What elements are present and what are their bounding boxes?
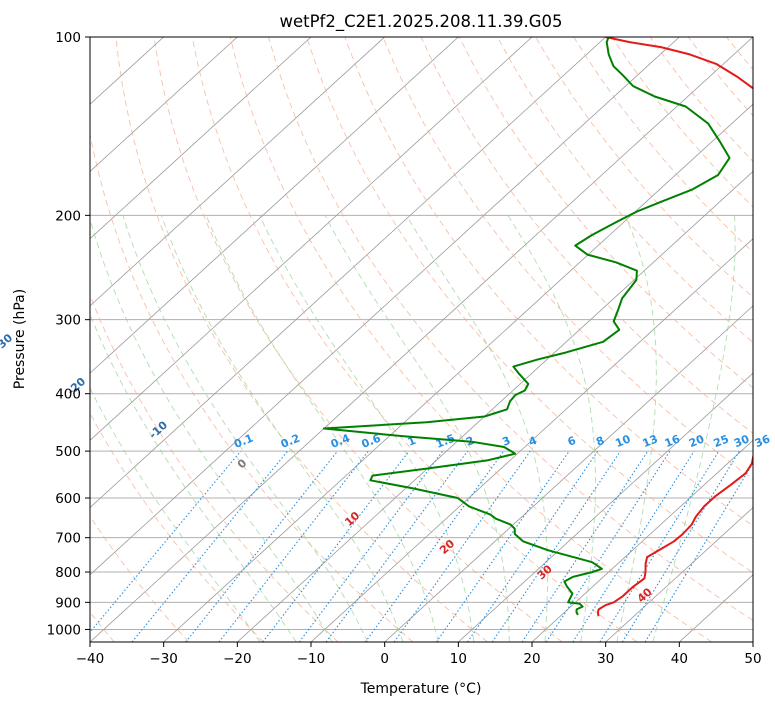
isotherm-line	[458, 372, 753, 642]
axis-ticks: −40 −30 −20 −10 0 10 20 30 40 50 100 200 300 400 500 60…	[47, 30, 762, 667]
isotherm-line	[90, 37, 680, 576]
dry-adiabat-line	[344, 37, 753, 527]
mixing-ratio-line	[599, 450, 720, 642]
mixing-ratio-line	[131, 450, 289, 642]
dry-adiabat-line	[497, 37, 753, 344]
mixing-ratio-label: 1	[406, 434, 418, 449]
moist-adiabat-line	[259, 215, 475, 642]
y-tick-label: 300	[55, 313, 81, 329]
isotherm-line	[752, 641, 753, 642]
mixing-ratio-line	[364, 450, 505, 642]
x-axis-title: Temperature (°C)	[360, 681, 482, 697]
mixing-ratio-label: 10	[613, 432, 632, 450]
dry-adiabat-line	[268, 37, 753, 621]
mixing-ratio-line	[491, 450, 621, 642]
profile-lines	[322, 37, 753, 617]
moist-adiabat-line	[90, 387, 261, 642]
moist-adiabat-line	[405, 215, 549, 642]
y-tick-label: 800	[55, 565, 81, 581]
y-tick-label: 900	[55, 595, 81, 611]
y-tick-label: 700	[55, 531, 81, 547]
mixing-ratio-label: 3	[500, 434, 512, 449]
isotherm-line	[90, 37, 459, 374]
isotherm-line	[237, 170, 753, 642]
x-tick-label: −30	[149, 651, 178, 667]
isotherm-line	[90, 37, 385, 307]
mixing-ratio-label: 20	[687, 432, 706, 450]
mixing-ratio-label: 13	[641, 432, 660, 450]
mixing-ratio-line	[621, 450, 740, 642]
mixing-ratio-line	[435, 450, 570, 642]
moist-adiabat-line	[90, 217, 333, 642]
isotherm-line	[90, 37, 312, 240]
moist-adiabat-line	[122, 215, 369, 642]
x-tick-label: 50	[744, 651, 761, 667]
dry-adiabat-line	[115, 37, 488, 642]
mixing-ratio-label: 30	[732, 432, 751, 450]
mixing-ratio-line	[545, 450, 671, 642]
moist-adiabat-line	[205, 215, 439, 642]
dry-adiabat-line	[535, 37, 753, 298]
plot-frame	[89, 36, 754, 643]
mixing-ratio-label: 8	[594, 434, 606, 449]
isotherm-line	[384, 305, 753, 642]
temperature-profile-line	[596, 37, 753, 617]
dry-adiabat-line	[191, 37, 638, 642]
x-tick-label: −40	[76, 651, 105, 667]
y-tick-label: 1000	[47, 622, 81, 638]
isotherm-line	[90, 37, 606, 509]
moist-adiabat-line	[160, 215, 404, 642]
x-tick-label: 20	[523, 651, 540, 667]
isotherm-line	[531, 439, 753, 642]
mixing-ratio-line	[298, 450, 444, 642]
dry-adiabat-line	[229, 37, 712, 642]
isotherm-line	[605, 507, 753, 642]
dry-adiabat-line	[90, 515, 190, 642]
y-tick-label: 400	[55, 387, 81, 403]
background-lines	[90, 37, 775, 642]
y-tick-label: 200	[55, 208, 81, 224]
mixing-ratio-line	[572, 450, 695, 642]
mixing-ratio-line	[90, 450, 242, 634]
chart-title: wetPf2_C2E1.2025.208.11.39.G05	[279, 12, 562, 32]
isotherm-line	[90, 37, 238, 172]
isotherm-line	[90, 37, 753, 642]
dewpoint-profile-line	[322, 37, 731, 616]
isotherm-line	[163, 103, 753, 642]
x-tick-label: −20	[223, 651, 252, 667]
mixing-ratio-label: 16	[663, 432, 682, 450]
mixing-ratio-label: 36	[753, 432, 772, 450]
x-tick-label: 10	[450, 651, 467, 667]
y-tick-label: 600	[55, 491, 81, 507]
mixing-ratio-line	[325, 450, 468, 642]
mixing-ratio-line	[467, 450, 599, 642]
moist-adiabat-line	[90, 313, 297, 642]
x-tick-label: −10	[297, 651, 326, 667]
y-tick-label: 500	[55, 444, 81, 460]
dry-adiabat-line	[90, 412, 264, 642]
mixing-ratio-label: 25	[712, 432, 731, 450]
isotherm-line	[310, 238, 753, 642]
x-tick-label: 0	[380, 651, 389, 667]
x-tick-label: 30	[597, 651, 614, 667]
isotherm-line	[90, 37, 533, 441]
mixing-ratio-line	[521, 450, 649, 642]
moist-adiabat-line	[507, 215, 596, 642]
dry-adiabat-line	[382, 37, 753, 481]
y-axis-title: Pressure (hPa)	[12, 289, 28, 389]
moist-adiabat-line	[616, 215, 657, 642]
x-tick-label: 40	[671, 651, 688, 667]
dry-adiabat-line	[90, 131, 414, 642]
moist-adiabat-line	[324, 215, 510, 642]
mixing-ratio-line	[644, 461, 753, 642]
dry-adiabat-line	[306, 37, 753, 574]
dry-adiabat-line	[153, 37, 563, 642]
y-tick-label: 100	[55, 30, 81, 46]
dry-adiabat-line	[765, 37, 775, 642]
